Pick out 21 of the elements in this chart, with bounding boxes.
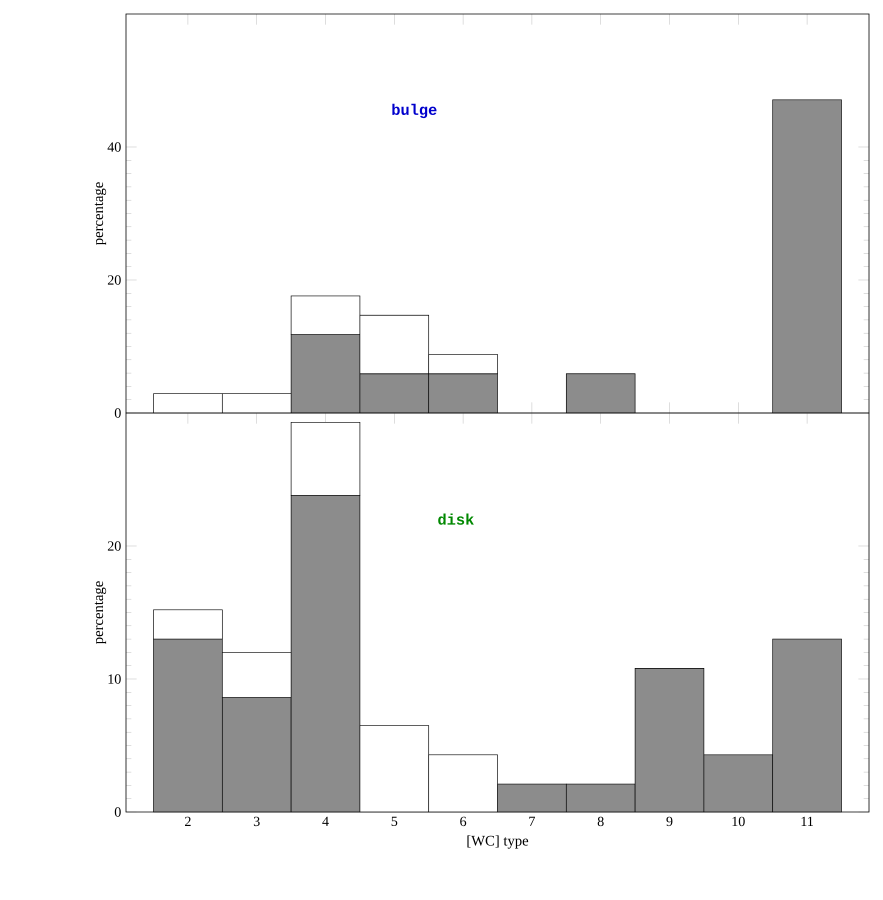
x-tick-label: 2 — [185, 816, 191, 826]
annotation: bulge — [392, 104, 437, 118]
x-tick-label: 7 — [529, 816, 535, 826]
annotation: disk — [438, 514, 474, 525]
y-axis-title: percentage — [94, 581, 106, 644]
y-tick-label: 20 — [108, 275, 121, 285]
x-tick-label: 6 — [460, 816, 466, 826]
x-tick-label: 8 — [598, 816, 604, 826]
y-axis-title: percentage — [94, 182, 106, 246]
y-tick-label: 10 — [108, 674, 121, 684]
x-tick-label: 5 — [392, 816, 398, 826]
x-tick-label: 10 — [732, 816, 745, 826]
x-tick-label: 11 — [802, 816, 813, 826]
y-tick-label: 40 — [108, 142, 121, 152]
x-tick-label: 3 — [254, 816, 260, 826]
x-tick-label: 9 — [666, 816, 672, 826]
y-tick-label: 0 — [114, 807, 121, 817]
x-tick-label: 4 — [322, 816, 329, 826]
y-tick-label: 0 — [114, 408, 121, 418]
y-tick-label: 20 — [108, 541, 121, 551]
x-axis-title: [WC] type — [467, 835, 528, 849]
